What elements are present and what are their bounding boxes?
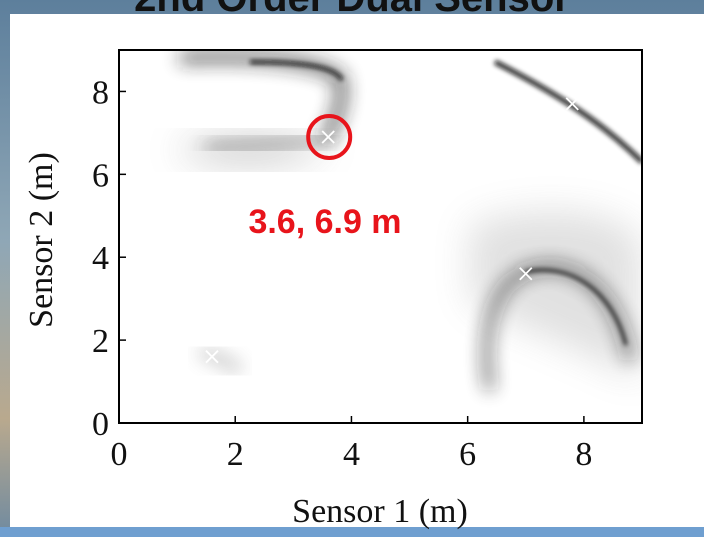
x-marker bbox=[321, 130, 335, 144]
x-tick-label: 0 bbox=[111, 436, 128, 473]
highlight-circle bbox=[306, 114, 353, 161]
annotation-label: 3.6, 6.9 m bbox=[248, 203, 401, 241]
x-tick-label: 8 bbox=[575, 436, 592, 473]
bottom-strip bbox=[0, 527, 704, 537]
y-axis-label: Sensor 2 (m) bbox=[23, 152, 60, 328]
x-tick-label: 4 bbox=[343, 436, 360, 473]
y-axis-ticks: 0 2 4 6 8 bbox=[92, 74, 126, 443]
heatmap-blob-lower-left bbox=[198, 347, 243, 374]
x-marker bbox=[565, 97, 579, 111]
y-tick-label: 8 bbox=[92, 74, 109, 111]
heatmap-blob-right-haze bbox=[470, 210, 640, 380]
slide-title: 2nd Order Dual Sensor bbox=[0, 0, 704, 21]
y-tick-label: 2 bbox=[92, 323, 109, 360]
x-marker bbox=[205, 350, 219, 364]
x-axis-ticks: 0 2 4 6 8 bbox=[111, 416, 592, 473]
heatmap-blob-right-arc-core bbox=[524, 268, 628, 346]
plot-frame bbox=[118, 49, 643, 424]
heatmap-blob-upper-left-core bbox=[249, 60, 344, 82]
data-markers bbox=[205, 97, 579, 364]
x-tick-label: 6 bbox=[459, 436, 476, 473]
heatmap-blob-lower-band bbox=[204, 134, 331, 152]
x-axis-label: Sensor 1 (m) bbox=[292, 493, 468, 530]
x-marker bbox=[519, 267, 533, 281]
y-tick-label: 6 bbox=[92, 157, 109, 194]
x-tick-label: 2 bbox=[227, 436, 244, 473]
y-tick-label: 4 bbox=[92, 240, 109, 277]
y-tick-label: 0 bbox=[92, 406, 109, 443]
heatmap-blob-upper-right-streak bbox=[493, 59, 642, 164]
